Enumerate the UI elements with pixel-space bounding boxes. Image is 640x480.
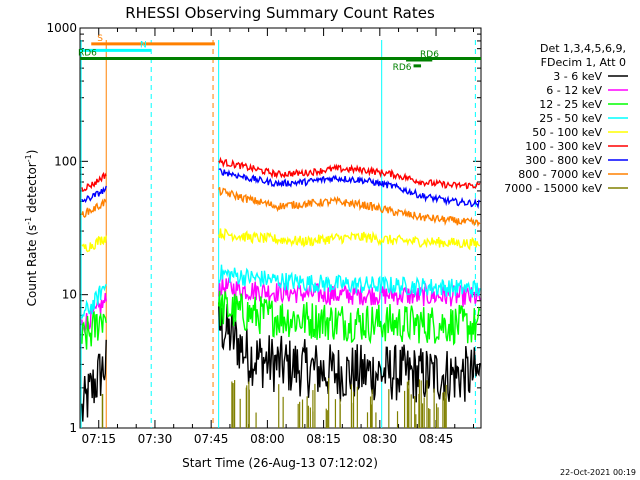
x-tick-label: 07:45 [194, 432, 229, 446]
legend-entry: 6 - 12 keV [546, 84, 602, 97]
x-axis-label: Start Time (26-Aug-13 07:12:02) [182, 456, 378, 470]
series-line [218, 302, 481, 403]
flag-label: S [97, 34, 103, 44]
legend-entry: 300 - 800 keV [525, 154, 602, 167]
flag-label: N [140, 40, 147, 50]
series-line [81, 339, 107, 422]
series-7 [81, 186, 481, 228]
x-tick-label: 08:00 [250, 432, 285, 446]
x-tick-label: 08:30 [363, 432, 398, 446]
series-4 [81, 227, 481, 253]
x-tick-label: 08:15 [306, 432, 341, 446]
flag-label: RD6 [393, 63, 412, 73]
series-line [81, 283, 107, 319]
series-line [81, 198, 107, 218]
legend-entry: 50 - 100 keV [532, 126, 602, 139]
series-3 [81, 264, 481, 319]
legend: Det 1,3,4,5,6,9,FDecim 1, Att 03 - 6 keV… [504, 42, 628, 195]
plot-area: S N RD6 RD6 RD6 [78, 34, 481, 428]
y-axis-label-main: Count Rate (s [25, 225, 39, 307]
flag-label: RD6 [78, 49, 97, 59]
series-line [81, 310, 107, 350]
series-line [218, 227, 481, 251]
y-axis-label-end: ) [25, 150, 39, 155]
legend-entry: 12 - 25 keV [539, 98, 602, 111]
y-axis-label-sup: -1 [24, 217, 33, 225]
plot-border [79, 27, 482, 429]
y-tick-label: 1 [69, 421, 77, 435]
series-8 [101, 377, 447, 428]
plot-frame: 07:15 07:30 07:45 08:00 08:15 08:30 08:45 1 10 10… [46, 21, 482, 446]
series-5 [81, 156, 481, 192]
flag-label: RD6 [420, 50, 439, 60]
x-tick-label: 08:45 [419, 432, 454, 446]
chart-title: RHESSI Observing Summary Count Rates [125, 4, 435, 22]
legend-entry: 800 - 7000 keV [518, 168, 602, 181]
series-line [218, 168, 481, 210]
legend-entry: 7000 - 15000 keV [504, 182, 602, 195]
series-line [218, 264, 481, 298]
x-tick-label: 07:15 [81, 432, 116, 446]
series-line [218, 156, 481, 191]
x-tick-label: 07:30 [138, 432, 173, 446]
y-axis-label-sup2: -1 [24, 154, 33, 162]
y-tick-label: 100 [54, 154, 77, 168]
footer-date: 22-Oct-2021 00:19 [560, 468, 636, 477]
series-line [218, 186, 481, 228]
series-line [218, 276, 481, 308]
y-axis-label-mid: detector [25, 162, 39, 217]
legend-header: Det 1,3,4,5,6,9, [540, 42, 626, 55]
legend-entry: 100 - 300 keV [525, 140, 602, 153]
y-tick-label: 10 [62, 288, 77, 302]
y-axis-label: Count Rate (s-1 detector-1) [24, 150, 39, 307]
legend-entry: 25 - 50 keV [539, 112, 602, 125]
series-6 [81, 168, 481, 210]
series-0 [81, 302, 481, 422]
series-line [81, 171, 107, 192]
legend-header: FDecim 1, Att 0 [541, 56, 626, 69]
series-line [81, 185, 107, 204]
series-line [81, 235, 107, 253]
series-line [218, 290, 481, 346]
legend-entry: 3 - 6 keV [553, 70, 602, 83]
y-tick-label: 1000 [46, 21, 77, 35]
series-2 [81, 290, 481, 350]
